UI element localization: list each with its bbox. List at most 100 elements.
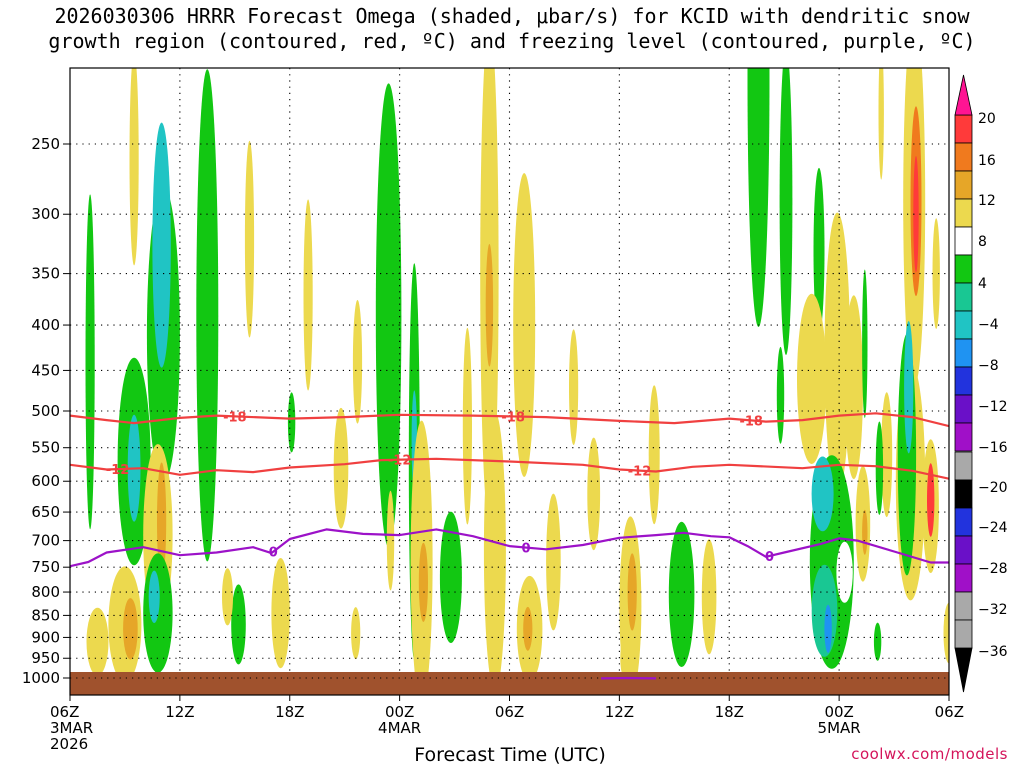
x-tick-label: 06Z <box>495 703 524 721</box>
omega-region <box>904 321 914 454</box>
omega-region <box>196 69 219 562</box>
y-tick-label: 700 <box>31 532 60 550</box>
colorbar-tick-label: −24 <box>978 520 1008 536</box>
omega-region <box>271 558 290 669</box>
x-tick-label: 00Z <box>824 703 853 721</box>
colorbar-tick-label: −36 <box>978 644 1008 660</box>
colorbar-tick-label: −8 <box>978 358 999 374</box>
x-tick-date-label: 3MAR <box>50 719 93 737</box>
omega-shading <box>85 68 949 695</box>
colorbar-swatch <box>954 198 973 228</box>
x-tick-label: 06Z <box>50 703 79 721</box>
omega-region <box>513 173 536 477</box>
colorbar-tick-label: −4 <box>978 317 999 333</box>
x-tick-date-label: 4MAR <box>378 719 421 737</box>
omega-region <box>701 539 717 655</box>
chart-title: 2026030306 HRRR Forecast Omega (shaded, … <box>0 4 1024 54</box>
omega-region <box>913 156 919 273</box>
contour-label-freezing-level: 0 <box>521 542 530 557</box>
colorbar-min-arrow <box>954 647 973 693</box>
colorbar-swatch <box>954 226 973 256</box>
y-tick-label: 800 <box>31 583 60 601</box>
colorbar-tick-label: 4 <box>978 276 987 292</box>
y-tick-label: 650 <box>31 503 60 521</box>
contour-label-dgz-bottom: -12 <box>628 465 652 480</box>
colorbar-tick-label: 20 <box>978 111 996 127</box>
x-tick-label: 18Z <box>275 703 304 721</box>
colorbar-max-arrow <box>954 74 973 116</box>
colorbar-swatch <box>954 338 973 368</box>
omega-region <box>485 243 494 367</box>
contour-dgz-top <box>70 412 949 428</box>
y-tick-label: 350 <box>31 265 60 283</box>
omega-region <box>862 509 868 555</box>
omega-region <box>129 68 139 266</box>
omega-region <box>287 392 296 453</box>
omega-region <box>881 392 893 518</box>
colorbar-swatch <box>954 114 973 144</box>
omega-region <box>85 194 95 530</box>
x-axis-title: Forecast Time (UTC) <box>414 744 606 766</box>
omega-region <box>418 542 428 622</box>
omega-region <box>648 385 660 525</box>
omega-region <box>811 564 838 657</box>
y-tick-label: 550 <box>31 439 60 457</box>
y-tick-label: 300 <box>31 205 60 223</box>
omega-region <box>244 140 255 338</box>
colorbar-swatch <box>954 254 973 284</box>
x-tick-date-label: 2026 <box>50 735 88 753</box>
omega-region <box>836 541 853 603</box>
y-tick-label: 950 <box>31 649 60 667</box>
colorbar-swatch <box>954 619 973 649</box>
colorbar-swatch <box>954 142 973 172</box>
colorbar-swatch <box>954 394 973 424</box>
omega-region <box>587 437 601 551</box>
grid-lines <box>70 68 949 679</box>
credit-link[interactable]: coolwx.com/models <box>851 745 1008 763</box>
omega-region <box>943 602 949 664</box>
contour-freezing-level <box>70 528 949 568</box>
omega-region <box>569 329 579 446</box>
x-tick-label: 18Z <box>715 703 744 721</box>
colorbar-swatch <box>954 479 973 509</box>
omega-region <box>439 511 462 643</box>
omega-region <box>932 218 940 329</box>
contour-label-dgz-top: -18 <box>739 414 763 429</box>
y-tick-label: 400 <box>31 316 60 334</box>
omega-region <box>375 83 402 548</box>
omega-region <box>462 327 472 525</box>
y-tick-label: 850 <box>31 606 60 624</box>
colorbar-swatch <box>954 310 973 340</box>
ground-surface <box>70 672 949 695</box>
omega-region <box>878 68 884 180</box>
colorbar-tick-label: −12 <box>978 399 1008 415</box>
colorbar-swatch <box>954 563 973 593</box>
contour-label-freezing-level: 0 <box>269 546 278 561</box>
omega-region <box>333 407 349 529</box>
colorbar-tick-label: −20 <box>978 480 1008 496</box>
y-tick-label: 1000 <box>22 669 60 687</box>
colorbar-tick-label: −32 <box>978 602 1008 618</box>
omega-region <box>152 122 171 368</box>
chart-title-line-1: 2026030306 HRRR Forecast Omega (shaded, … <box>54 4 970 28</box>
chart-title-line-2: growth region (contoured, red, ºC) and f… <box>48 29 976 53</box>
x-tick-label: 12Z <box>165 703 194 721</box>
colorbar-swatch <box>954 282 973 312</box>
y-tick-label: 600 <box>31 472 60 490</box>
y-tick-label: 250 <box>31 135 60 153</box>
y-tick-label: 750 <box>31 558 60 576</box>
omega-region <box>620 642 626 675</box>
omega-region <box>86 607 109 676</box>
omega-region <box>303 199 313 391</box>
omega-region <box>813 167 825 334</box>
omega-region <box>546 493 561 631</box>
colorbar: 20 16 12 8 4 −4 −8 −12 −16 −20 −24 −28 −32 −36 <box>954 74 1008 693</box>
x-tick-label: 12Z <box>605 703 634 721</box>
contour-label-dgz-bottom: -12 <box>106 463 130 478</box>
colorbar-tick-label: −28 <box>978 561 1008 577</box>
omega-region <box>222 568 233 626</box>
omega-region <box>862 269 868 419</box>
colorbar-tick-label: 12 <box>978 193 996 209</box>
